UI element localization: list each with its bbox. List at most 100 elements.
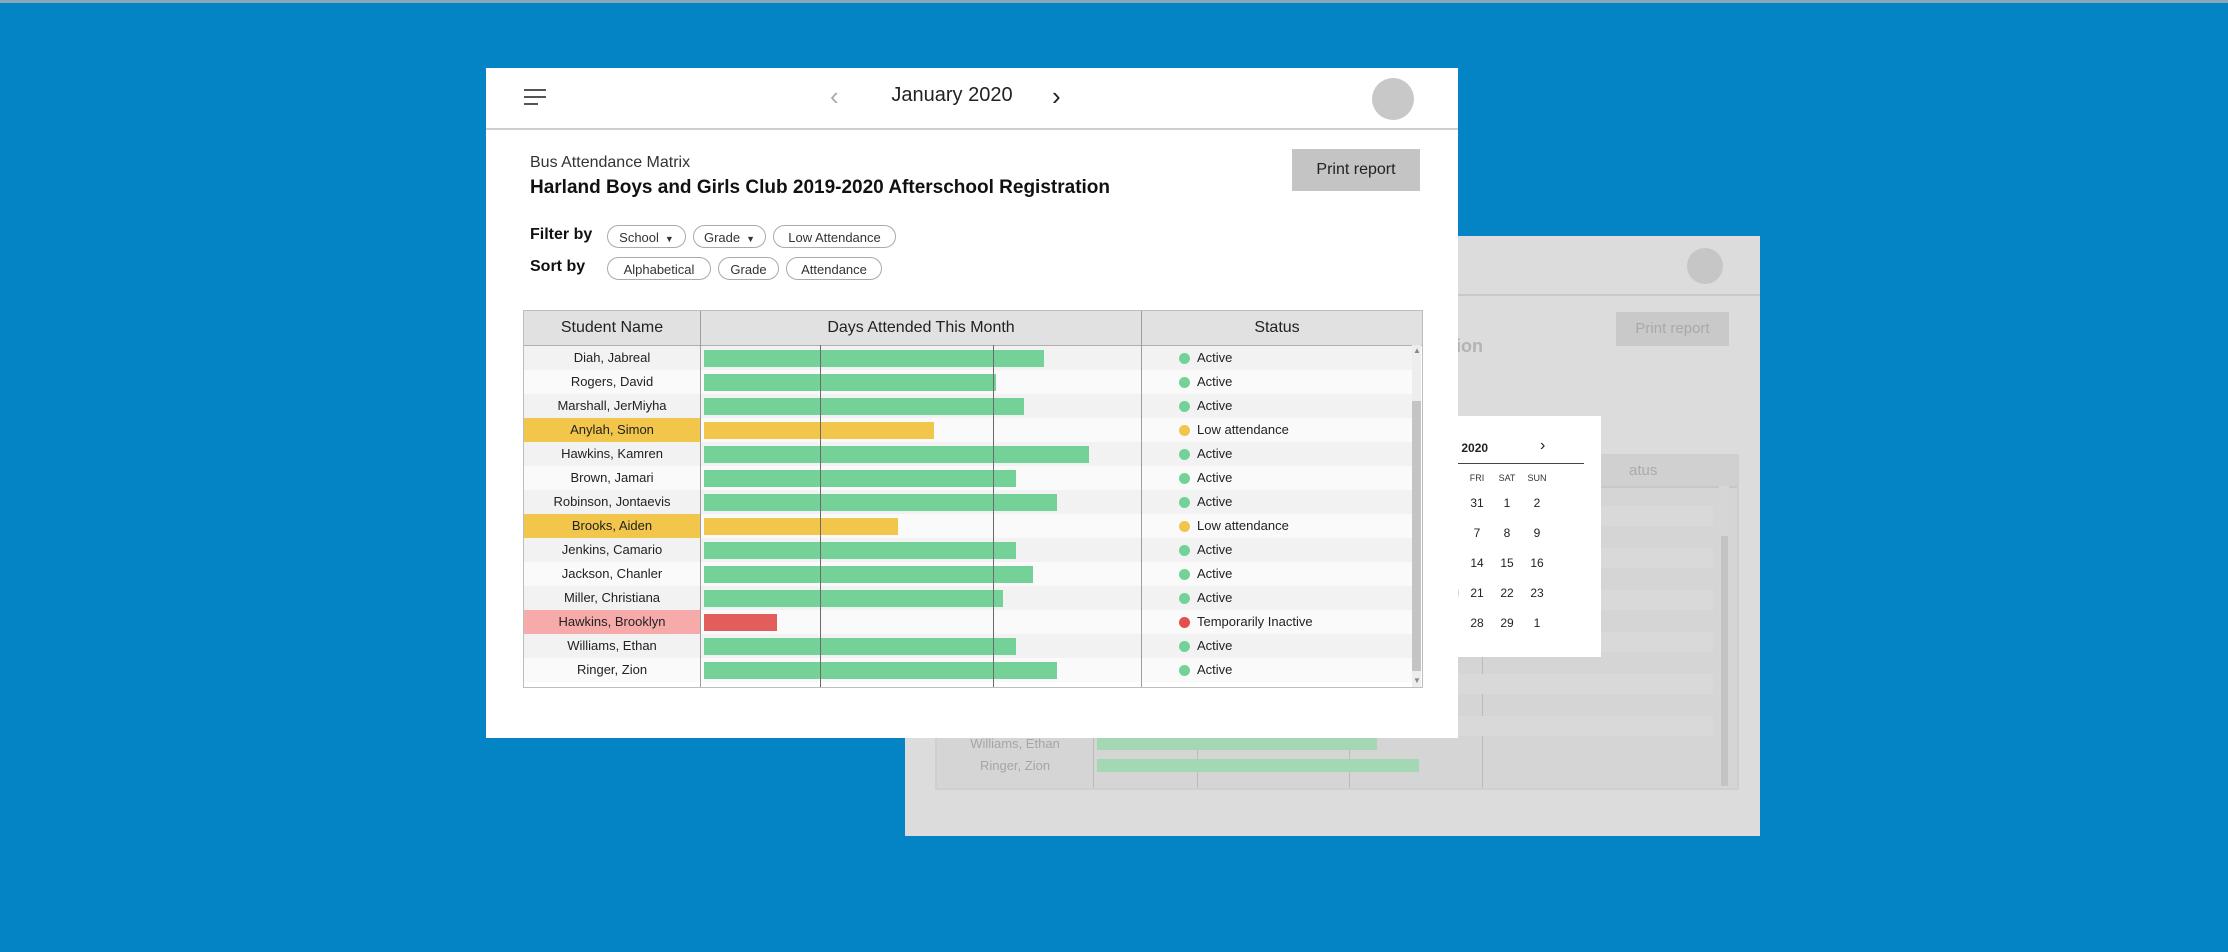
caret-down-icon: ▼: [664, 234, 674, 244]
column-header-student-name[interactable]: Student Name: [560, 319, 664, 336]
attendance-bar: [704, 638, 1016, 655]
table-row[interactable]: Miller, Christiana Active: [524, 586, 1412, 610]
status-text: Active: [1197, 494, 1233, 509]
table-row[interactable]: Brown, Jamari Active: [524, 466, 1412, 490]
calendar-day[interactable]: 22: [1500, 586, 1514, 600]
page-title: Harland Boys and Girls Club 2019-2020 Af…: [530, 177, 1111, 198]
calendar-day[interactable]: 31: [1470, 496, 1484, 510]
user-avatar[interactable]: [1372, 78, 1414, 120]
calendar-day[interactable]: 28: [1470, 616, 1484, 630]
attendance-bar: [704, 422, 934, 439]
calendar-day[interactable]: 7: [1473, 526, 1481, 540]
status-cell: Temporarily Inactive: [1142, 610, 1412, 634]
status-cell: Active: [1142, 586, 1412, 610]
status-dot-icon: [1179, 497, 1190, 508]
status-cell: Active: [1142, 394, 1412, 418]
main-window: ‹ January 2020 › Bus Attendance Matrix H…: [486, 68, 1458, 738]
table-row[interactable]: Diah, Jabreal Active: [524, 346, 1412, 370]
calendar-day[interactable]: 8: [1503, 526, 1511, 540]
calendar-day[interactable]: 29: [1500, 616, 1514, 630]
attendance-table: Student Name Days Attended This Month St…: [523, 310, 1423, 688]
attendance-bar: [704, 662, 1057, 679]
table-row[interactable]: Robinson, Jontaevis Active: [524, 490, 1412, 514]
filter-low-attendance-chip[interactable]: Low Attendance: [773, 225, 896, 248]
status-text: Active: [1197, 566, 1233, 581]
column-header-status[interactable]: Status: [1254, 319, 1300, 336]
attendance-bar: [704, 398, 1024, 415]
status-dot-icon: [1179, 665, 1190, 676]
status-dot-icon: [1179, 593, 1190, 604]
student-name-cell: Robinson, Jontaevis: [553, 494, 671, 509]
filter-by-label: Filter by: [530, 226, 593, 243]
grid-line: [820, 345, 821, 687]
status-cell: Active: [1142, 346, 1412, 370]
bg-student-name: Ringer, Zion: [979, 758, 1051, 773]
column-divider: [1141, 311, 1142, 687]
table-row[interactable]: Rogers, David Active: [524, 370, 1412, 394]
status-text: Low attendance: [1197, 422, 1289, 437]
scroll-down-arrow-icon[interactable]: ▼: [1413, 676, 1421, 685]
student-name-cell: Brown, Jamari: [570, 470, 654, 485]
calendar-weekday-label: SAT: [1498, 473, 1516, 483]
chip-label: Grade: [703, 230, 741, 245]
table-row[interactable]: Brooks, Aiden Low attendance: [524, 514, 1412, 538]
calendar-day[interactable]: 21: [1470, 586, 1484, 600]
attendance-bar: [704, 494, 1057, 511]
calendar-day[interactable]: 15: [1500, 556, 1514, 570]
attendance-bar: [704, 566, 1033, 583]
hamburger-menu-icon[interactable]: [524, 87, 546, 107]
chevron-right-icon[interactable]: ›: [1540, 437, 1546, 454]
scroll-thumb[interactable]: [1412, 401, 1421, 671]
attendance-bar: [704, 374, 996, 391]
table-row[interactable]: Anylah, Simon Low attendance: [524, 418, 1412, 442]
calendar-day[interactable]: 14: [1470, 556, 1484, 570]
table-row[interactable]: Hawkins, Kamren Active: [524, 442, 1412, 466]
status-dot-icon: [1179, 521, 1190, 532]
calendar-weekday-label: FRI: [1469, 473, 1485, 483]
calendar-day[interactable]: 9: [1533, 526, 1541, 540]
days-attended-cell: [701, 466, 1141, 490]
sort-grade-chip[interactable]: Grade: [718, 257, 779, 280]
status-dot-icon: [1179, 401, 1190, 412]
student-name-cell: Brooks, Aiden: [524, 514, 700, 538]
date-picker-popup: ary 2020 › THUFRISATSUN30311267891314151…: [1440, 416, 1601, 657]
chevron-left-icon[interactable]: ‹: [830, 81, 839, 111]
sort-alphabetical-chip[interactable]: Alphabetical: [607, 257, 711, 280]
calendar-day[interactable]: 2: [1533, 496, 1541, 510]
status-text: Low attendance: [1197, 518, 1289, 533]
table-row[interactable]: Marshall, JerMiyha Active: [524, 394, 1412, 418]
days-attended-cell: [701, 418, 1141, 442]
days-attended-cell: [701, 658, 1141, 682]
student-name-cell: Hawkins, Kamren: [561, 446, 663, 461]
calendar-day[interactable]: 16: [1530, 556, 1544, 570]
scroll-up-arrow-icon[interactable]: ▲: [1413, 346, 1421, 355]
table-row[interactable]: Jackson, Chanler Active: [524, 562, 1412, 586]
filter-school-dropdown[interactable]: School ▼: [607, 225, 686, 248]
table-row[interactable]: Hawkins, Brooklyn Temporarily Inactive: [524, 610, 1412, 634]
days-attended-cell: [701, 394, 1141, 418]
calendar-day[interactable]: 1: [1503, 496, 1511, 510]
calendar-day[interactable]: 23: [1530, 586, 1544, 600]
days-attended-cell: [701, 514, 1141, 538]
bg-title-fragment: tion: [1450, 336, 1483, 356]
table-row[interactable]: Williams, Ethan Active: [524, 634, 1412, 658]
status-dot-icon: [1179, 449, 1190, 460]
status-cell: Active: [1142, 442, 1412, 466]
calendar-day[interactable]: 1: [1533, 616, 1541, 630]
print-report-button[interactable]: Print report: [1292, 149, 1420, 191]
chevron-right-icon[interactable]: ›: [1052, 81, 1061, 111]
status-text: Active: [1197, 590, 1233, 605]
filter-grade-dropdown[interactable]: Grade ▼: [693, 225, 766, 248]
status-dot-icon: [1179, 425, 1190, 436]
status-dot-icon: [1179, 377, 1190, 388]
table-row[interactable]: Jenkins, Camario Active: [524, 538, 1412, 562]
table-row[interactable]: Ringer, Zion Active: [524, 658, 1412, 682]
status-dot-icon: [1179, 545, 1190, 556]
sort-attendance-chip[interactable]: Attendance: [786, 257, 882, 280]
column-header-days-attended[interactable]: Days Attended This Month: [827, 319, 1015, 336]
status-cell: Active: [1142, 562, 1412, 586]
attendance-bar: [704, 614, 777, 631]
student-name-cell: Rogers, David: [570, 374, 654, 389]
days-attended-cell: [701, 586, 1141, 610]
bg-scroll-thumb: [1721, 536, 1728, 786]
